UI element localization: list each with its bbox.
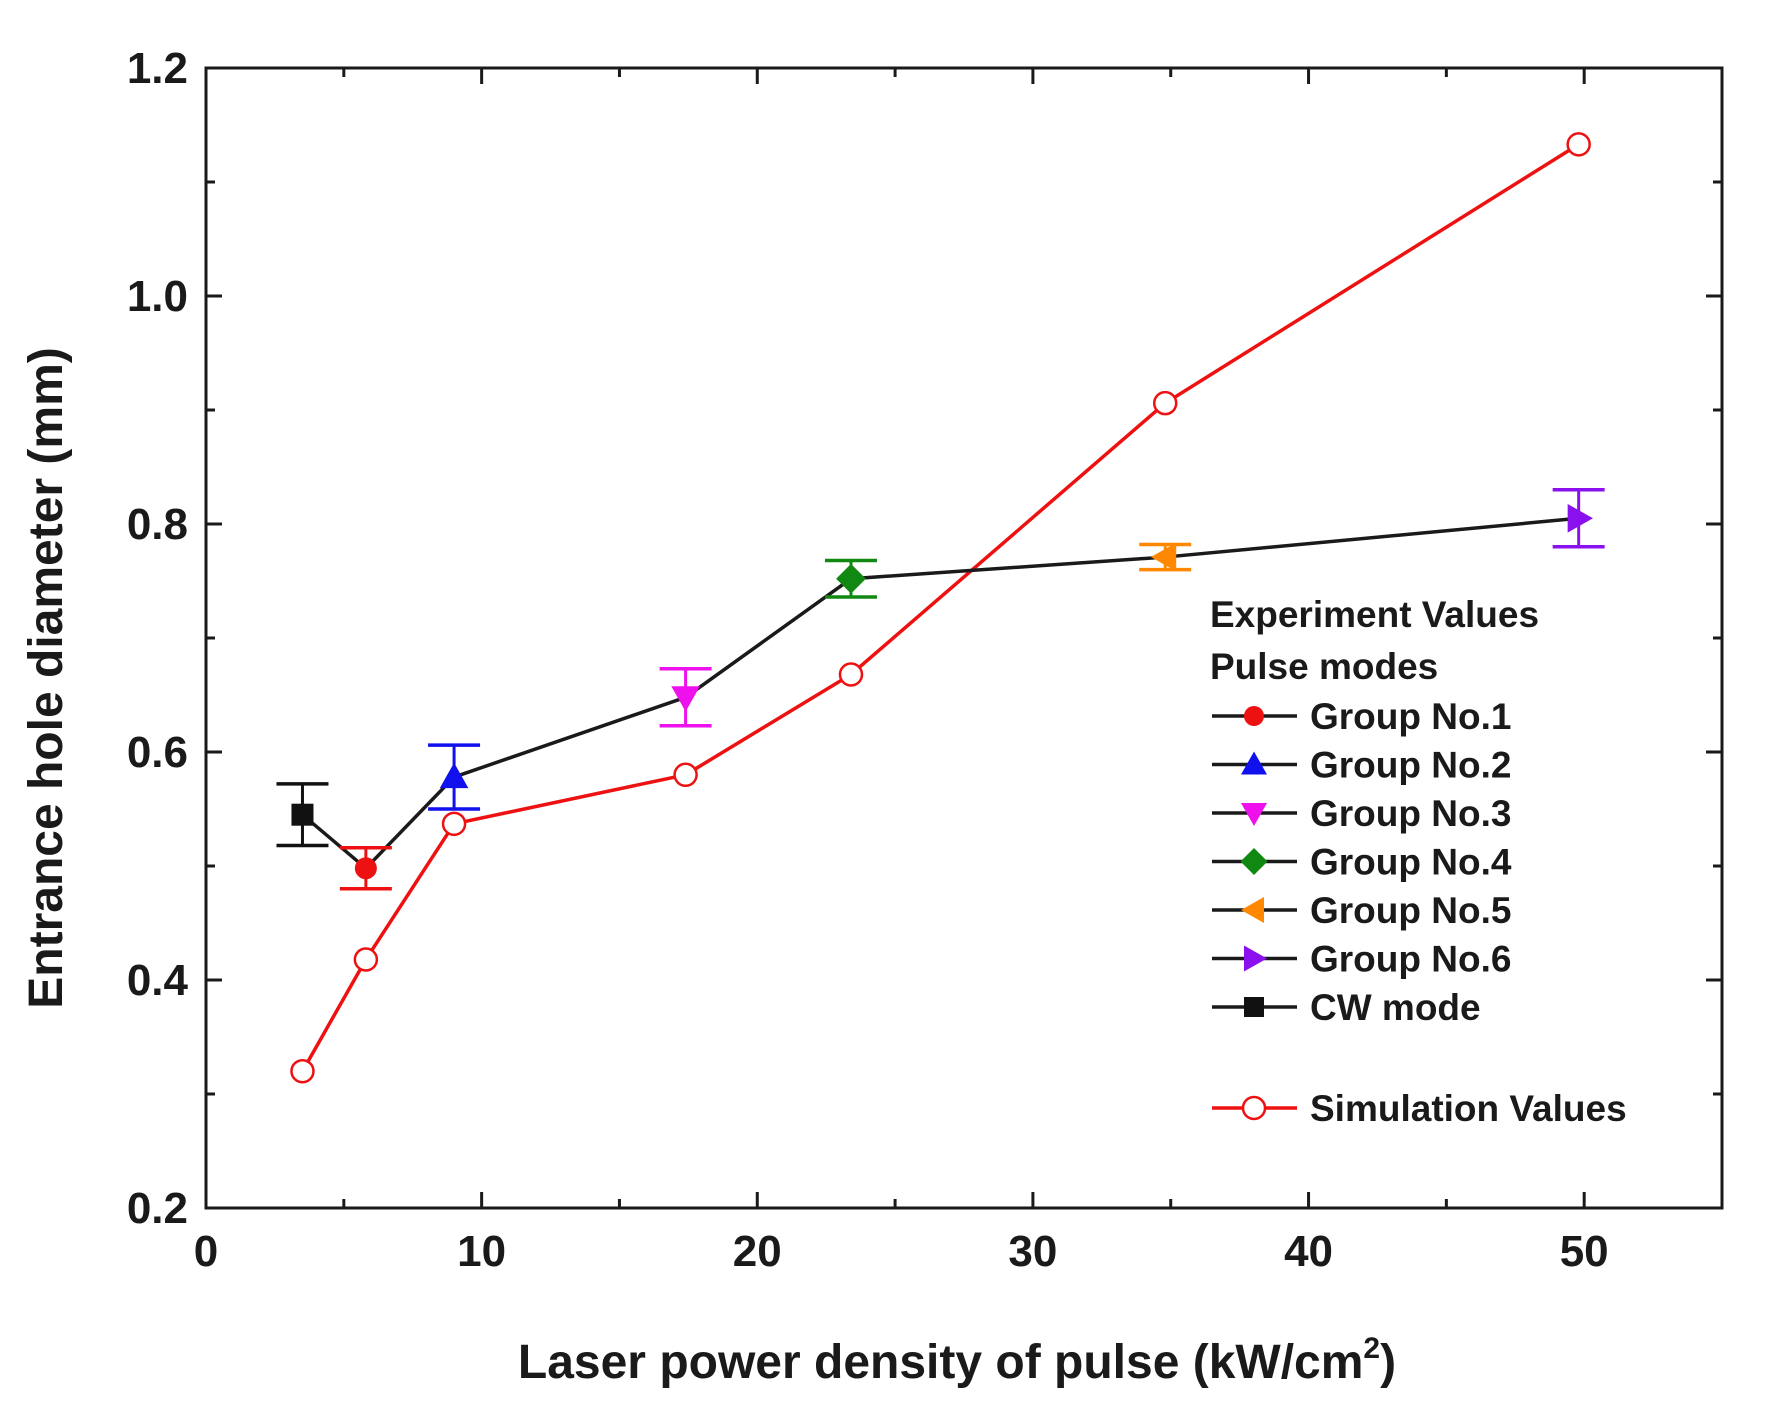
x-axis-title-superscript: 2 (1363, 1332, 1380, 1365)
legend-label: Group No.2 (1310, 745, 1511, 786)
legend-label: Group No.5 (1310, 890, 1511, 931)
y-tick-label: 0.6 (127, 728, 188, 777)
y-tick-label: 0.4 (127, 956, 189, 1005)
legend-label: Group No.6 (1310, 939, 1511, 980)
x-tick-label: 20 (733, 1227, 782, 1276)
simulation-point (353, 947, 379, 972)
y-axis-title: Entrance hole diameter (mm) (20, 347, 73, 1009)
legend-label: Group No.1 (1310, 696, 1511, 737)
legend-marker (1244, 945, 1267, 972)
experiment-point (291, 803, 314, 826)
legend: Experiment Values Pulse modes Group No.1 Gr… (1210, 594, 1627, 1129)
simulation-point (838, 662, 864, 687)
simulation-point (290, 1058, 315, 1084)
axes-layer: 0 10 20 30 40 50 0.2 0.4 0.6 0.8 1.0 1.2 (127, 44, 1724, 1276)
legend-heading-pulse-modes: Pulse modes (1210, 646, 1438, 687)
y-tick-label: 0.8 (127, 500, 188, 549)
x-tick-label: 10 (457, 1227, 506, 1276)
y-tick-label: 1.0 (127, 272, 188, 321)
experiment-point (354, 857, 377, 880)
legend-marker-simulation (1241, 1095, 1267, 1121)
y-tick-label: 1.2 (127, 44, 188, 93)
x-axis-title-main: Laser power density of pulse (kW/cm (518, 1336, 1364, 1389)
legend-marker (1244, 997, 1264, 1017)
legend-label-simulation: Simulation Values (1310, 1088, 1627, 1129)
x-tick-label: 30 (1008, 1227, 1057, 1276)
legend-heading-experiment: Experiment Values (1210, 594, 1539, 635)
simulation-point (441, 811, 467, 837)
x-tick-label: 40 (1284, 1227, 1333, 1276)
experiment-point (1567, 504, 1593, 533)
legend-label: Group No.3 (1310, 793, 1511, 834)
plot-frame (204, 66, 1724, 1210)
legend-marker (1240, 848, 1268, 875)
legend-label: Group No.4 (1310, 842, 1512, 883)
experiment-point (671, 686, 700, 712)
x-tick-label: 50 (1560, 1227, 1609, 1276)
legend-marker (1241, 803, 1267, 826)
legend-marker (1241, 897, 1264, 923)
legend-marker (1244, 706, 1264, 726)
simulation-layer (290, 132, 1591, 1084)
x-axis-title: Laser power density of pulse (kW/cm2) (518, 1332, 1396, 1389)
simulation-point (1566, 132, 1591, 157)
legend-marker (1241, 751, 1267, 775)
x-axis-title-close: ) (1380, 1336, 1396, 1389)
simulation-point (1152, 390, 1178, 416)
y-tick-label: 0.2 (127, 1184, 188, 1233)
simulation-point (673, 762, 698, 788)
x-tick-label: 0 (194, 1227, 218, 1276)
experiment-point (836, 563, 866, 594)
experiment-point (1150, 542, 1177, 572)
experiment-point (439, 762, 469, 789)
legend-label: CW mode (1310, 987, 1481, 1028)
experiment-layer (276, 488, 1605, 891)
